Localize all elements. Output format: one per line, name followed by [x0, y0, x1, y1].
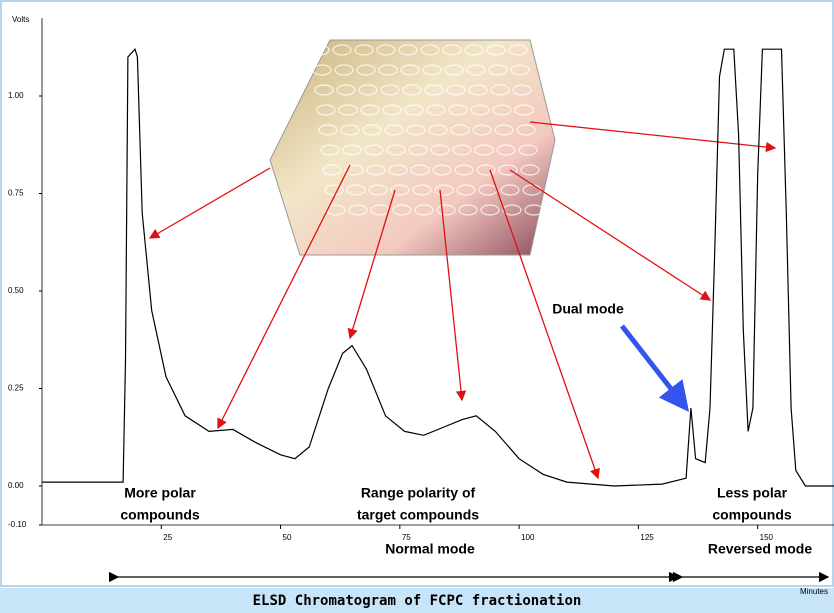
- annotation: target compounds: [357, 507, 479, 523]
- y-tick-label: 0.50: [8, 286, 24, 295]
- annotation: Less polar: [717, 485, 788, 501]
- x-tick-label: 50: [283, 533, 292, 542]
- y-tick-label: 1.00: [8, 91, 24, 100]
- x-tick-label: 125: [640, 533, 654, 542]
- chart: ELSD Chromatogram of FCPC fractionation …: [0, 0, 834, 613]
- y-axis-label: Volts: [12, 15, 29, 24]
- x-tick-label: 25: [163, 533, 172, 542]
- x-tick-label: 100: [521, 533, 535, 542]
- y-tick-label: 0.75: [8, 189, 24, 198]
- annotation: More polar: [124, 485, 196, 501]
- x-axis-label: Minutes: [800, 587, 828, 596]
- caption: ELSD Chromatogram of FCPC fractionation: [253, 593, 582, 609]
- annotation: Range polarity of: [361, 485, 476, 501]
- annotation: compounds: [120, 507, 200, 523]
- page: {"chart_data": {"type": "line", "title":…: [0, 0, 834, 613]
- y-tick-label: 0.25: [8, 384, 24, 393]
- y-tick-label: -0.10: [8, 520, 27, 529]
- annotation: Reversed mode: [708, 541, 812, 557]
- annotation: Dual mode: [552, 301, 624, 317]
- y-tick-label: 0.00: [8, 481, 24, 490]
- annotation: compounds: [712, 507, 792, 523]
- vial-photo: [270, 40, 555, 255]
- blue-arrow: [622, 326, 686, 408]
- annotation: Normal mode: [385, 541, 475, 557]
